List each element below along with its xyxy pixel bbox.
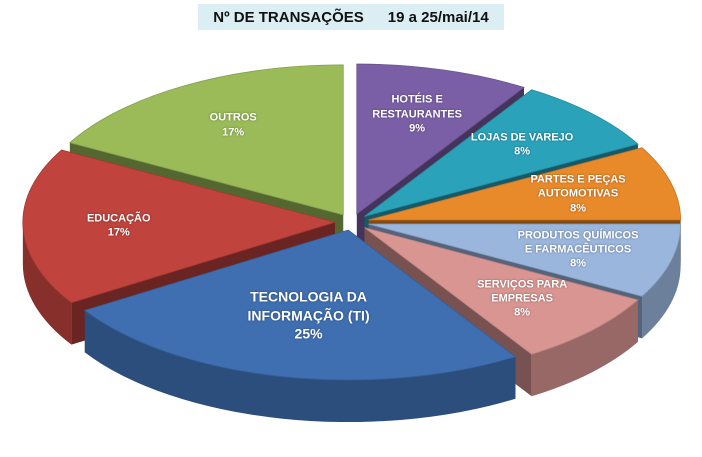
slice [364, 89, 639, 217]
slice [368, 147, 682, 221]
slice-label: LOJAS DE VAREJO 8% [461, 131, 583, 160]
category-label: LOJAS DE VAREJO [470, 131, 574, 144]
category-label: SERVIÇOS PARA EMPRESAS [477, 278, 568, 305]
slice-label: SERVIÇOS PARA EMPRESAS 8% [461, 277, 583, 320]
slice-label: HOTÉIS E RESTAURANTES 9% [356, 93, 478, 136]
slice [22, 149, 337, 304]
slice [69, 64, 344, 216]
value-label: 8% [514, 146, 531, 159]
slice [364, 227, 639, 355]
slice [356, 63, 525, 215]
slice-wall [84, 310, 516, 423]
value-label: 25% [294, 325, 323, 342]
value-label: 17% [107, 226, 130, 239]
chart-subtitle: 19 a 25/mai/14 [387, 8, 489, 26]
slice-label: PARTES E PEÇAS AUTOMOTIVAS 8% [517, 173, 639, 216]
category-label: EDUCAÇÃO [86, 212, 151, 225]
category-label: OUTROS [209, 112, 257, 125]
slice-label: EDUCAÇÃO 17% [58, 211, 180, 240]
title-box: Nº DE TRANSAÇÕES 19 a 25/mai/14 [198, 4, 504, 30]
slice-label: PRODUTOS QUÍMICOS E FARMACÊUTICOS 8% [517, 228, 639, 271]
slice-wall [22, 222, 72, 345]
category-label: TECNOLOGIA DA INFORMAÇÃO (TI) [247, 289, 370, 324]
slice-label: TECNOLOGIA DA INFORMAÇÃO (TI) 25% [234, 288, 384, 343]
category-label: HOTÉIS E RESTAURANTES [372, 93, 462, 121]
value-label: 8% [514, 306, 531, 319]
category-label: PRODUTOS QUÍMICOS E FARMACÊUTICOS [517, 229, 639, 256]
value-label: 9% [409, 122, 426, 135]
slice [368, 223, 682, 297]
slice-wall [642, 224, 681, 339]
category-label: PARTES E PEÇAS AUTOMOTIVAS [530, 173, 626, 200]
value-label: 8% [570, 258, 586, 271]
value-label: 17% [222, 126, 245, 139]
slice-wall [531, 299, 638, 397]
slice-label: OUTROS 17% [172, 111, 294, 140]
slice [83, 229, 517, 381]
value-label: 8% [570, 202, 586, 215]
chart-title: Nº DE TRANSAÇÕES [213, 8, 364, 26]
